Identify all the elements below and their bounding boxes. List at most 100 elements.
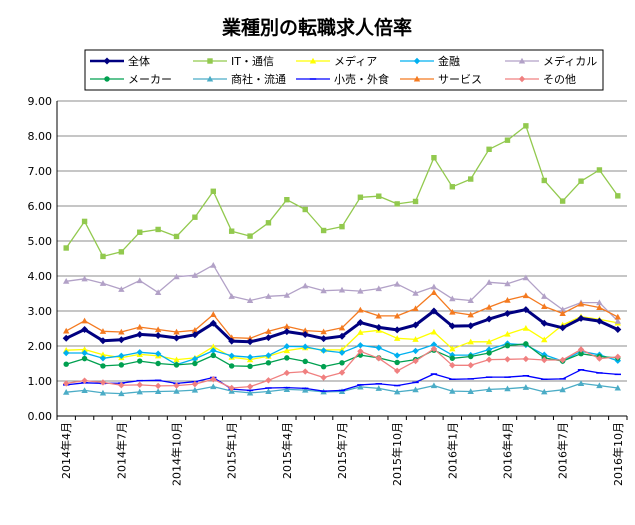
data-point: [485, 338, 493, 345]
data-point: [118, 382, 125, 389]
data-point: [412, 336, 419, 342]
data-point: [265, 293, 272, 299]
data-point: [504, 342, 511, 349]
data-point: [136, 381, 143, 389]
data-point: [485, 303, 493, 310]
series: [62, 380, 622, 397]
data-point: [265, 388, 272, 395]
data-point: [154, 289, 162, 296]
data-point: [117, 336, 125, 344]
data-point: [430, 289, 438, 296]
legend-label: その他: [543, 73, 576, 86]
data-point: [430, 283, 438, 290]
data-point: [246, 335, 254, 341]
data-point: [320, 335, 328, 343]
y-tick-label: 3.00: [28, 305, 53, 318]
data-point: [393, 312, 401, 319]
data-point: [394, 359, 400, 366]
legend-item: メディア: [296, 54, 377, 68]
data-point: [430, 382, 438, 389]
data-point: [449, 295, 456, 302]
data-point: [228, 293, 235, 299]
data-point: [210, 311, 217, 318]
data-point: [468, 176, 474, 182]
data-point: [62, 334, 70, 342]
data-point: [504, 280, 511, 287]
data-point: [595, 317, 603, 325]
data-point: [99, 355, 107, 362]
data-point: [207, 58, 213, 64]
data-point: [309, 57, 317, 64]
data-point: [338, 324, 346, 331]
data-point: [173, 328, 180, 335]
x-tick-label: 2014年4月: [59, 422, 73, 479]
data-point: [283, 347, 291, 354]
data-point: [63, 245, 69, 251]
data-point: [283, 323, 291, 329]
data-point: [265, 360, 272, 366]
data-point: [136, 277, 143, 284]
data-point: [430, 328, 438, 335]
data-point: [99, 389, 107, 396]
data-point: [375, 312, 382, 319]
legend-label: 金融: [438, 54, 460, 68]
data-point: [449, 362, 456, 369]
data-point: [228, 384, 235, 392]
y-tick-label: 4.00: [28, 270, 53, 283]
series-line: [66, 264, 619, 322]
data-point: [504, 296, 511, 303]
series: [62, 340, 622, 368]
data-point: [100, 253, 106, 260]
data-point: [504, 356, 511, 363]
data-point: [375, 323, 383, 331]
y-tick-label: 7.00: [28, 165, 53, 178]
legend-item: 商社・流通: [193, 72, 286, 86]
data-point: [103, 57, 111, 65]
x-tick-label: 2015年10月: [390, 422, 404, 486]
data-point: [376, 193, 382, 199]
data-point: [504, 385, 511, 392]
data-point: [320, 374, 327, 381]
data-point: [559, 386, 566, 393]
data-point: [523, 123, 529, 129]
data-point: [302, 206, 308, 213]
data-point: [136, 388, 143, 395]
grid: [57, 100, 627, 417]
data-point: [81, 349, 88, 357]
data-point: [485, 356, 493, 363]
data-point: [412, 198, 419, 205]
data-point: [210, 347, 217, 354]
data-point: [136, 323, 143, 330]
data-point: [154, 326, 162, 333]
data-point: [173, 382, 180, 389]
data-point: [578, 350, 584, 357]
data-point: [192, 214, 198, 220]
data-point: [173, 233, 180, 240]
series: [62, 261, 622, 324]
legend-item: 全体: [90, 54, 150, 68]
data-point: [191, 386, 199, 393]
data-point: [118, 328, 125, 335]
data-point: [412, 289, 419, 296]
y-tick-label: 9.00: [28, 95, 53, 108]
data-point: [412, 305, 419, 312]
data-point: [210, 352, 217, 359]
series: [62, 289, 622, 341]
data-point: [81, 346, 88, 353]
data-point: [615, 193, 621, 199]
data-point: [100, 363, 106, 369]
legend-item: メディカル: [505, 54, 597, 68]
data-point: [283, 343, 291, 350]
data-point: [357, 383, 364, 390]
data-point: [62, 380, 70, 387]
data-point: [99, 351, 107, 358]
data-point: [154, 350, 162, 357]
data-point: [559, 198, 566, 204]
data-point: [541, 177, 547, 184]
series: [63, 123, 621, 260]
data-point: [339, 360, 345, 366]
legend-item: その他: [505, 73, 576, 86]
data-point: [246, 383, 254, 390]
y-tick-label: 6.00: [28, 200, 53, 213]
